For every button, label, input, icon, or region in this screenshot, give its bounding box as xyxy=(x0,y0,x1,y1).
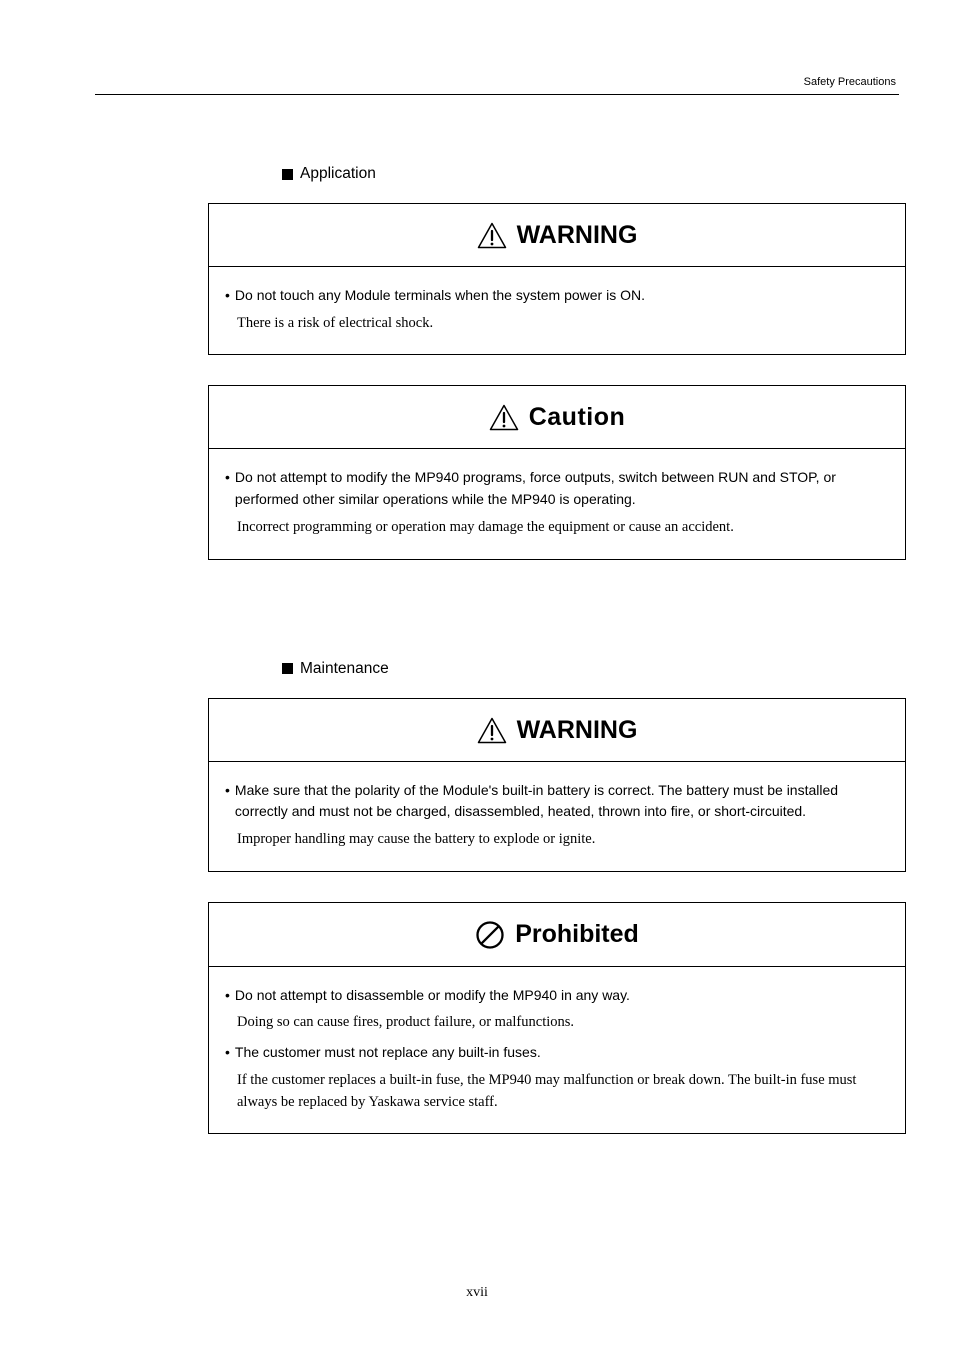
callout-title: WARNING xyxy=(209,204,905,267)
callout-item-desc: Incorrect programming or operation may d… xyxy=(237,517,889,539)
callout-title: Caution xyxy=(209,386,905,449)
bullet-icon: • xyxy=(225,985,235,1007)
bullet-icon: • xyxy=(225,1042,235,1064)
warning-callout-2: WARNING • Make sure that the polarity of… xyxy=(208,698,906,872)
bullet-icon: • xyxy=(225,285,235,307)
caution-triangle-icon xyxy=(489,404,519,431)
callout-item-desc: Doing so can cause fires, product failur… xyxy=(237,1012,889,1034)
section-gap xyxy=(208,590,906,660)
callout-body: • Do not attempt to disassemble or modif… xyxy=(209,967,905,1134)
page-content: Application WARNING • Do not touch any M… xyxy=(208,165,906,1164)
callout-item-label-text: Do not attempt to disassemble or modify … xyxy=(235,985,630,1007)
section-heading-maintenance: Maintenance xyxy=(282,660,906,678)
section-heading-text: Maintenance xyxy=(300,660,389,678)
callout-item-label: • The customer must not replace any buil… xyxy=(225,1042,889,1064)
callout-item-label-text: The customer must not replace any built-… xyxy=(235,1042,541,1064)
callout-body: • Do not touch any Module terminals when… xyxy=(209,267,905,354)
callout-item-label: • Do not touch any Module terminals when… xyxy=(225,285,889,307)
running-header: Safety Precautions xyxy=(804,76,896,88)
callout-item-label-text: Do not attempt to modify the MP940 progr… xyxy=(235,467,889,510)
callout-title-text: Prohibited xyxy=(515,920,639,949)
warning-triangle-icon xyxy=(477,717,507,744)
callout-item-desc: Improper handling may cause the battery … xyxy=(237,829,889,851)
caution-callout-1: Caution • Do not attempt to modify the M… xyxy=(208,385,906,559)
bullet-icon: • xyxy=(225,467,235,510)
bullet-icon: • xyxy=(225,780,235,823)
callout-title-text: WARNING xyxy=(517,716,638,745)
section-heading-application: Application xyxy=(282,165,906,183)
callout-item-label: • Do not attempt to disassemble or modif… xyxy=(225,985,889,1007)
callout-item-label: • Make sure that the polarity of the Mod… xyxy=(225,780,889,823)
callout-title-text: Caution xyxy=(529,403,626,432)
callout-body: • Make sure that the polarity of the Mod… xyxy=(209,762,905,871)
callout-title-text: WARNING xyxy=(517,221,638,250)
section-heading-text: Application xyxy=(300,165,376,183)
callout-item-label-text: Make sure that the polarity of the Modul… xyxy=(235,780,889,823)
callout-item-label-text: Do not touch any Module terminals when t… xyxy=(235,285,645,307)
callout-item-desc: There is a risk of electrical shock. xyxy=(237,313,889,335)
warning-triangle-icon xyxy=(477,222,507,249)
page-number: xvii xyxy=(0,1285,954,1301)
warning-callout-1: WARNING • Do not touch any Module termin… xyxy=(208,203,906,355)
header-rule xyxy=(95,94,899,95)
callout-body: • Do not attempt to modify the MP940 pro… xyxy=(209,449,905,558)
square-bullet-icon xyxy=(282,169,293,180)
callout-item-label: • Do not attempt to modify the MP940 pro… xyxy=(225,467,889,510)
square-bullet-icon xyxy=(282,663,293,674)
prohibited-callout-1: Prohibited • Do not attempt to disassemb… xyxy=(208,902,906,1135)
prohibited-circle-icon xyxy=(475,920,505,950)
callout-title: Prohibited xyxy=(209,903,905,967)
callout-item-desc: If the customer replaces a built-in fuse… xyxy=(237,1070,889,1114)
callout-title: WARNING xyxy=(209,699,905,762)
